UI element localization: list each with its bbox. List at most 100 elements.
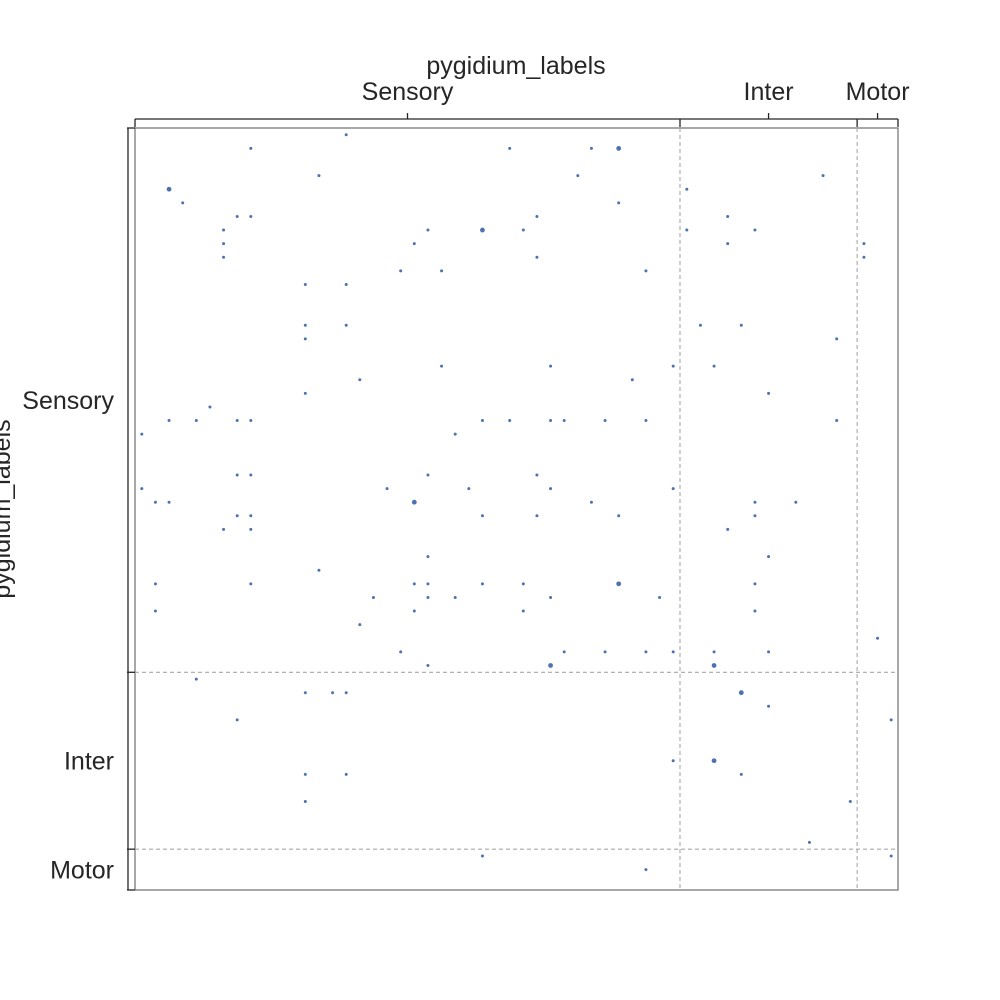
data-point (889, 854, 893, 858)
data-point (726, 527, 730, 531)
data-point (603, 419, 607, 423)
data-point (521, 582, 525, 586)
data-point (358, 378, 362, 382)
data-point (303, 772, 307, 776)
data-point (807, 840, 811, 844)
data-point (671, 759, 675, 763)
data-point (371, 595, 375, 599)
data-point (222, 228, 226, 232)
data-point (412, 582, 416, 586)
data-point (521, 228, 525, 232)
data-point (821, 174, 825, 178)
left-group-label: Motor (50, 857, 114, 885)
top-group-axis: Sensory Inter Motor (134, 78, 910, 127)
data-point (317, 174, 321, 178)
data-point (303, 800, 307, 804)
data-point (181, 201, 185, 205)
data-point (644, 419, 648, 423)
data-point (453, 595, 457, 599)
data-point (426, 582, 430, 586)
data-point (249, 214, 253, 218)
data-point (412, 609, 416, 613)
data-point (835, 337, 839, 341)
data-point (426, 555, 430, 559)
data-point (753, 228, 757, 232)
data-point (194, 419, 198, 423)
data-point (644, 650, 648, 654)
data-point (249, 419, 253, 423)
data-point (549, 487, 553, 491)
data-point (535, 255, 539, 259)
data-point (344, 772, 348, 776)
data-point (317, 568, 321, 572)
data-point (344, 323, 348, 327)
data-point (671, 487, 675, 491)
data-point (480, 419, 484, 423)
left-group-axis: Sensory Inter Motor (22, 127, 135, 891)
data-point (712, 364, 716, 368)
data-point (167, 500, 171, 504)
data-point (153, 500, 157, 504)
data-point (794, 500, 798, 504)
data-point (140, 432, 144, 436)
data-point (644, 868, 648, 872)
data-point (399, 269, 403, 273)
data-point (685, 228, 689, 232)
data-point (440, 364, 444, 368)
data-point (671, 364, 675, 368)
x-axis-label: pygidium_labels (426, 52, 605, 80)
data-point (508, 146, 512, 150)
data-point (235, 718, 239, 722)
data-point (848, 800, 852, 804)
data-point (616, 581, 622, 587)
data-point (480, 854, 484, 858)
data-point (658, 595, 662, 599)
data-point (726, 242, 730, 246)
data-point (711, 758, 717, 764)
data-point (467, 487, 471, 491)
data-point (739, 323, 743, 327)
data-point (358, 623, 362, 627)
data-point (235, 214, 239, 218)
data-point (862, 255, 866, 259)
data-point (480, 582, 484, 586)
plot-frame (134, 127, 899, 891)
data-point (140, 487, 144, 491)
data-point (617, 514, 621, 518)
data-point (767, 555, 771, 559)
data-point (711, 663, 717, 668)
data-point (412, 242, 416, 246)
y-axis-label: pygidium_labels (0, 419, 16, 598)
data-point (249, 527, 253, 531)
data-point (344, 282, 348, 286)
data-point (617, 201, 621, 205)
data-point (521, 609, 525, 613)
data-point (753, 609, 757, 613)
data-point (426, 228, 430, 232)
data-point (331, 691, 335, 695)
data-point (235, 514, 239, 518)
data-point (303, 337, 307, 341)
data-point (249, 582, 253, 586)
data-point (548, 663, 553, 668)
scatter-points (140, 133, 893, 872)
data-point (685, 187, 689, 191)
data-point (739, 772, 743, 776)
data-point (426, 663, 430, 667)
data-point (562, 650, 566, 654)
data-point (480, 227, 485, 233)
data-point (603, 650, 607, 654)
data-point (753, 500, 757, 504)
data-point (249, 146, 253, 150)
data-point (344, 133, 348, 137)
top-group-label: Sensory (362, 78, 454, 106)
data-point (222, 242, 226, 246)
data-point (385, 487, 389, 491)
data-point (753, 582, 757, 586)
data-point (453, 432, 457, 436)
data-point (303, 323, 307, 327)
group-dividers (135, 128, 898, 890)
data-point (222, 255, 226, 259)
data-point (235, 473, 239, 477)
data-point (535, 214, 539, 218)
